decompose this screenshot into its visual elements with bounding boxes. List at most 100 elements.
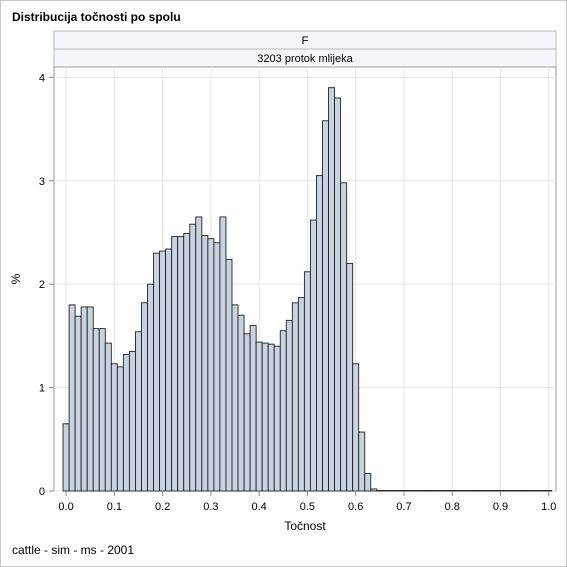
histogram-bar	[521, 490, 529, 492]
histogram-bar	[74, 315, 82, 492]
histogram-bar	[171, 236, 179, 492]
histogram-bar	[116, 366, 124, 492]
histogram-bar	[219, 216, 227, 492]
histogram-bar	[303, 271, 311, 492]
y-tick-label: 1	[39, 383, 45, 395]
histogram-bar	[68, 304, 76, 492]
histogram-bar	[291, 302, 299, 492]
histogram-bar	[509, 490, 517, 492]
histogram-bar	[490, 490, 498, 492]
histogram-bar	[147, 283, 155, 492]
y-tick-label: 3	[39, 176, 45, 188]
histogram-bar	[285, 319, 293, 492]
histogram-bar	[225, 258, 233, 492]
histogram-bar	[92, 328, 100, 492]
histogram-bar	[412, 490, 420, 492]
histogram-bar	[454, 490, 462, 492]
x-tick-label: 0.2	[155, 501, 170, 513]
y-tick-label: 0	[39, 486, 45, 498]
x-tick-label: 0.0	[58, 501, 73, 513]
x-axis-ticks: 0.0 0.1 0.2 0.3 0.4 0.5 0.6 0.7 0.8 0.9 1.0	[58, 491, 556, 513]
histogram-bar	[442, 490, 450, 492]
panel-label-f: F	[302, 35, 309, 47]
y-tick-label: 4	[39, 72, 45, 84]
histogram-bar	[430, 490, 438, 492]
panel-label-trait: 3203 protok mlijeka	[257, 53, 353, 65]
panel-header: F 3203 protok mlijeka	[53, 30, 557, 68]
histogram-bar	[189, 223, 197, 492]
histogram-bar	[400, 490, 408, 492]
histogram-bar	[231, 304, 239, 492]
histogram-bar	[195, 216, 203, 492]
histogram-bar	[448, 490, 456, 492]
histogram-bar	[388, 490, 396, 492]
histogram-bar	[201, 235, 209, 492]
histogram-bar	[309, 219, 317, 492]
histogram-bar	[382, 490, 390, 492]
x-tick-label: 0.8	[445, 501, 460, 513]
chart-title: Distribucija točnosti po spolu	[12, 10, 181, 24]
x-axis-label: Točnost	[284, 519, 326, 533]
histogram-bar	[376, 490, 384, 492]
histogram-bar	[545, 490, 553, 492]
x-tick-label: 0.3	[203, 501, 218, 513]
histogram-bar	[484, 490, 492, 492]
histogram-bar	[213, 242, 221, 492]
histogram-bar	[177, 236, 185, 492]
histogram-bar	[165, 248, 173, 492]
histogram-bar	[527, 490, 535, 492]
histogram-bar	[207, 238, 215, 492]
histogram-bar	[80, 306, 88, 492]
x-tick-label: 0.7	[396, 501, 411, 513]
histogram-bar	[340, 182, 348, 492]
histogram-bar	[243, 333, 251, 492]
histogram-bar	[503, 490, 510, 492]
histogram-bar	[370, 488, 378, 492]
histogram-bar	[515, 490, 523, 492]
y-axis-label: %	[9, 273, 23, 284]
histogram-bar	[267, 343, 275, 492]
histogram-bar	[424, 490, 432, 492]
x-tick-label: 0.4	[251, 501, 266, 513]
histogram-bar	[279, 330, 287, 492]
histogram-bar	[352, 363, 360, 492]
histogram-bar	[153, 252, 161, 492]
footnote: cattle - sim - ms - 2001	[12, 543, 135, 557]
histogram-bar	[478, 490, 486, 492]
histogram-bar	[135, 331, 142, 492]
histogram-bar	[261, 342, 269, 492]
histogram-bars	[62, 87, 553, 492]
histogram-bar	[104, 342, 112, 492]
histogram-bar	[533, 490, 541, 492]
histogram-bar	[316, 175, 323, 492]
histogram-bar	[539, 490, 547, 492]
histogram-bar	[322, 120, 329, 492]
histogram-bar	[497, 490, 504, 492]
histogram-bar	[364, 472, 372, 492]
histogram-bar	[346, 263, 354, 492]
histogram-bar	[358, 431, 366, 492]
histogram-bar	[86, 306, 94, 492]
histogram-bar	[62, 423, 70, 492]
y-tick-label: 2	[39, 279, 45, 291]
histogram-bar	[110, 363, 118, 492]
histogram-bar	[472, 490, 480, 492]
x-tick-label: 1.0	[541, 501, 556, 513]
histogram-bar	[466, 490, 474, 492]
histogram-bar	[183, 233, 191, 492]
x-tick-label: 0.5	[300, 501, 315, 513]
histogram-bar	[297, 297, 305, 492]
histogram-bar	[394, 490, 402, 492]
histogram-bar	[141, 302, 148, 492]
histogram-bar	[460, 490, 468, 492]
histogram-bar	[128, 350, 136, 492]
histogram-bar	[328, 87, 336, 492]
x-tick-label: 0.1	[107, 501, 122, 513]
histogram-bar	[273, 345, 281, 492]
histogram-bar	[237, 314, 245, 492]
y-axis-ticks: 0 1 2 3 4	[39, 72, 54, 498]
histogram-bar	[406, 490, 414, 492]
histogram-bar	[436, 490, 444, 492]
histogram-bar	[255, 341, 263, 492]
